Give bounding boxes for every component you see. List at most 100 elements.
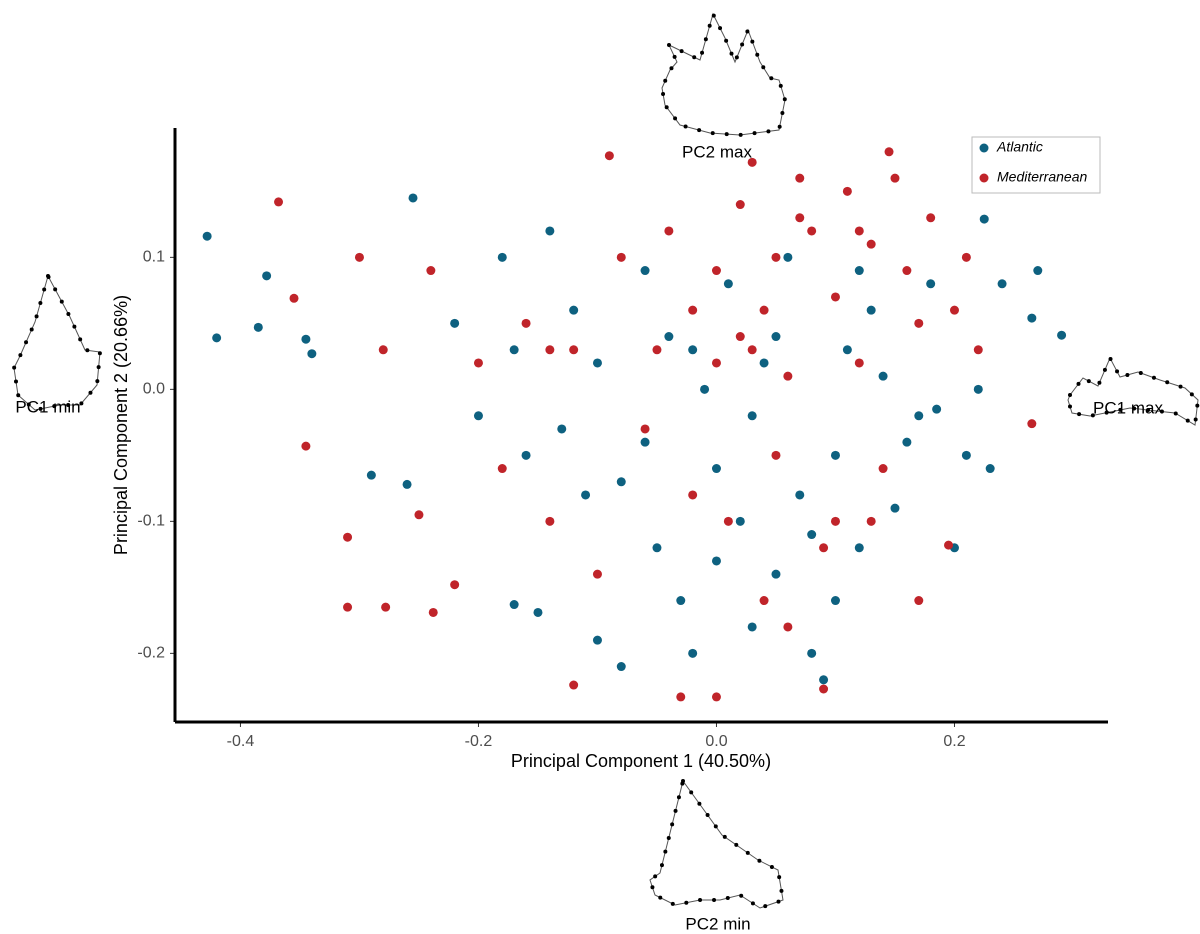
point: [664, 332, 674, 342]
point: [640, 266, 650, 276]
point: [795, 490, 805, 500]
point: [428, 607, 438, 617]
point: [509, 345, 519, 355]
point: [711, 358, 721, 368]
point: [979, 214, 989, 224]
series: [274, 147, 1037, 702]
point: [569, 345, 579, 355]
point: [759, 358, 769, 368]
point: [688, 490, 698, 500]
point: [807, 226, 817, 236]
annotation: PC2 min: [685, 914, 750, 933]
point: [759, 305, 769, 315]
point: [961, 450, 971, 460]
point: [902, 437, 912, 447]
point: [1033, 266, 1043, 276]
pc2-min-shape: [649, 780, 784, 909]
point: [688, 305, 698, 315]
point: [926, 213, 936, 223]
point: [202, 231, 212, 241]
point: [497, 464, 507, 474]
point: [735, 200, 745, 210]
point: [747, 622, 757, 632]
point: [747, 345, 757, 355]
point: [842, 345, 852, 355]
x-tick-label: 0.0: [705, 733, 727, 750]
point: [723, 516, 733, 526]
point: [878, 464, 888, 474]
x-axis-title: Principal Component 1 (40.50%): [511, 751, 771, 771]
point: [414, 510, 424, 520]
point: [473, 358, 483, 368]
point: [592, 635, 602, 645]
point: [985, 464, 995, 474]
point: [783, 622, 793, 632]
point: [664, 226, 674, 236]
point: [830, 292, 840, 302]
point: [830, 596, 840, 606]
point: [616, 252, 626, 262]
point: [569, 305, 579, 315]
point: [973, 384, 983, 394]
x-tick-label: 0.2: [943, 733, 965, 750]
point: [830, 450, 840, 460]
point: [343, 602, 353, 612]
point: [884, 147, 894, 157]
shape-icons: [11, 8, 1200, 911]
point: [795, 213, 805, 223]
point: [902, 266, 912, 276]
point: [914, 318, 924, 328]
y-tick-label: -0.1: [137, 513, 165, 530]
point: [592, 358, 602, 368]
point: [521, 318, 531, 328]
point: [521, 450, 531, 460]
legend-box: [971, 136, 1101, 194]
point: [771, 450, 781, 460]
point: [854, 543, 864, 553]
point: [747, 157, 757, 167]
point: [819, 543, 829, 553]
annotation: PC1 max: [1093, 398, 1163, 417]
point: [688, 648, 698, 658]
annotation: PC1 min: [15, 397, 80, 416]
point: [402, 479, 412, 489]
point: [854, 358, 864, 368]
point: [581, 490, 591, 500]
point: [890, 503, 900, 513]
point: [688, 345, 698, 355]
point: [533, 607, 543, 617]
point: [212, 333, 222, 343]
point: [381, 602, 391, 612]
point: [354, 252, 364, 262]
point: [771, 569, 781, 579]
x-tick-label: -0.4: [227, 733, 255, 750]
point: [997, 279, 1007, 289]
point: [307, 349, 317, 359]
point: [866, 516, 876, 526]
point: [676, 596, 686, 606]
point: [723, 279, 733, 289]
point: [1057, 330, 1067, 340]
point: [557, 424, 567, 434]
point: [366, 470, 376, 480]
point: [545, 516, 555, 526]
legend-marker: [979, 143, 989, 153]
point: [771, 252, 781, 262]
pc2-min-landmarks: [647, 779, 786, 911]
point: [783, 252, 793, 262]
point: [343, 532, 353, 542]
point: [253, 322, 263, 332]
point: [819, 684, 829, 694]
point: [378, 345, 388, 355]
point: [289, 293, 299, 303]
point: [944, 540, 954, 550]
point: [604, 151, 614, 161]
point: [640, 437, 650, 447]
point: [509, 600, 519, 610]
point: [807, 648, 817, 658]
legend-label: Atlantic: [996, 139, 1043, 155]
point: [450, 580, 460, 590]
pc1-max-landmarks: [1065, 353, 1200, 429]
point: [592, 569, 602, 579]
